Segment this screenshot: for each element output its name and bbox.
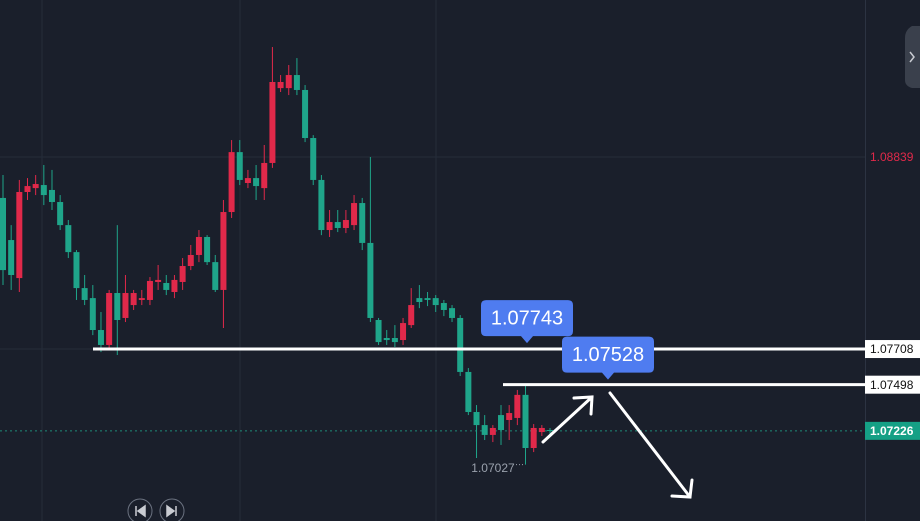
candle-body [65, 225, 72, 253]
candle-body [285, 75, 292, 89]
candle-body [367, 242, 374, 318]
candle-body [302, 89, 309, 139]
candle-body [244, 178, 251, 184]
price-label: 1.07708 [870, 342, 914, 356]
candle-body [449, 308, 456, 318]
candle-body [400, 323, 407, 341]
price-label: 1.08839 [870, 150, 914, 164]
candle-body [195, 236, 202, 255]
candle-body [457, 317, 464, 372]
candle-body [122, 293, 129, 318]
candle-body [473, 412, 480, 426]
candle-body [391, 337, 398, 343]
candle-body [522, 394, 529, 449]
candle-body [424, 298, 431, 300]
candle-body [326, 222, 333, 231]
candle-body [187, 254, 194, 267]
candle-body [114, 293, 121, 321]
candle-body [40, 185, 47, 196]
side-panel-tab[interactable] [905, 26, 920, 88]
candle-body [318, 179, 325, 231]
candle-body [547, 430, 553, 432]
price-label: 1.07226 [870, 424, 914, 438]
candle-body [489, 427, 496, 435]
candle-body [465, 371, 472, 413]
candle-body [359, 203, 366, 243]
candle-body [383, 337, 390, 341]
candle-body [261, 162, 268, 189]
candle-body [253, 178, 260, 187]
candle-body [204, 236, 211, 263]
candle-body [212, 262, 219, 290]
candle-body [228, 152, 235, 213]
candle-body [342, 220, 349, 228]
candle-body [514, 394, 521, 418]
candle-body [73, 252, 80, 289]
candle-body [269, 81, 276, 163]
candle-body [408, 305, 415, 326]
candle-body [179, 266, 186, 282]
arrow-up [541, 395, 594, 444]
candle-body [130, 293, 137, 306]
icon-next [166, 504, 177, 518]
candle-body [538, 427, 545, 433]
icon-prev [135, 504, 146, 518]
candle-body [106, 293, 113, 345]
candle-body [432, 298, 439, 306]
candle-body [310, 138, 317, 180]
candle-body [97, 330, 104, 345]
callout-text: 1.07528 [572, 344, 644, 366]
candle-body [481, 425, 488, 435]
candle-body [416, 298, 423, 303]
candle-body [48, 189, 55, 203]
plot: 1.08839 1.07708 1.07498 1.07226 1.07743 1.075… [0, 47, 920, 475]
candle-body [89, 298, 96, 331]
callout-box [562, 336, 654, 380]
candle-body [163, 282, 170, 290]
chevron [909, 51, 915, 63]
candle-body [8, 240, 15, 276]
callout-text: 1.07743 [491, 307, 563, 329]
candle-body [498, 415, 505, 431]
candle-body [57, 202, 64, 226]
candle-body [334, 222, 341, 228]
candle-body [236, 152, 243, 180]
arrow-down [608, 391, 694, 499]
candle-body [506, 413, 513, 420]
candle-body [0, 197, 6, 271]
candle-body [32, 184, 39, 189]
candle-body [81, 288, 88, 300]
candle-body [146, 280, 153, 300]
low-label: 1.07027 [471, 461, 515, 475]
candle-body [530, 427, 537, 449]
arrows [541, 391, 694, 499]
price-label-box [865, 375, 920, 394]
candle-body [138, 298, 145, 300]
candle-body [351, 203, 358, 226]
candle-body [171, 279, 178, 292]
candle-body [24, 186, 31, 193]
replay-buttons [127, 498, 185, 521]
candle-body [220, 212, 227, 290]
callout-box [481, 300, 573, 344]
candle-body [16, 192, 23, 279]
candle-body [440, 303, 447, 310]
candle-body [375, 320, 382, 343]
candle-body [277, 81, 284, 89]
price-label: 1.07498 [870, 378, 914, 392]
candle-body [155, 279, 162, 282]
candle-body [293, 75, 300, 90]
price-label-box [865, 421, 920, 440]
price-label-box [865, 340, 920, 359]
